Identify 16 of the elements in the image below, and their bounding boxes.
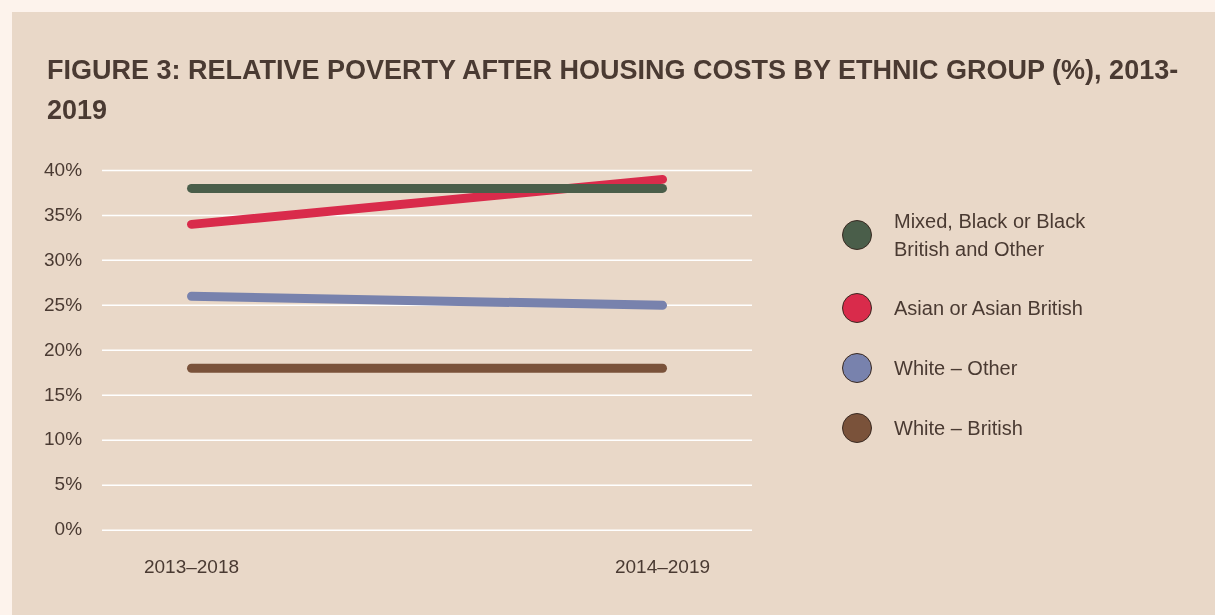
y-tick-label: 5%	[54, 473, 83, 495]
chart-title: FIGURE 3: RELATIVE POVERTY AFTER HOUSING COSTS BY ETHNIC GROUP (%), 2013-2019	[47, 54, 1180, 127]
y-tick-label: 0%	[54, 518, 83, 540]
legend-label: Asian or Asian British	[894, 296, 1084, 321]
legend-label: Mixed, Black or Black British and Other	[894, 209, 1087, 262]
y-tick-label: 20%	[44, 338, 83, 360]
y-tick-label: 40%	[44, 158, 83, 180]
y-tick-label: 35%	[44, 203, 83, 225]
y-tick-label: 10%	[44, 428, 83, 450]
y-tick-label: 30%	[44, 248, 83, 270]
x-tick-label: 2013–2018	[143, 555, 240, 577]
y-tick-label: 15%	[44, 383, 83, 405]
legend-label: White – Other	[894, 356, 1019, 381]
x-tick-label: 2014–2019	[614, 555, 711, 577]
y-tick-label: 25%	[44, 293, 83, 315]
legend-label: White – British	[894, 416, 1024, 441]
